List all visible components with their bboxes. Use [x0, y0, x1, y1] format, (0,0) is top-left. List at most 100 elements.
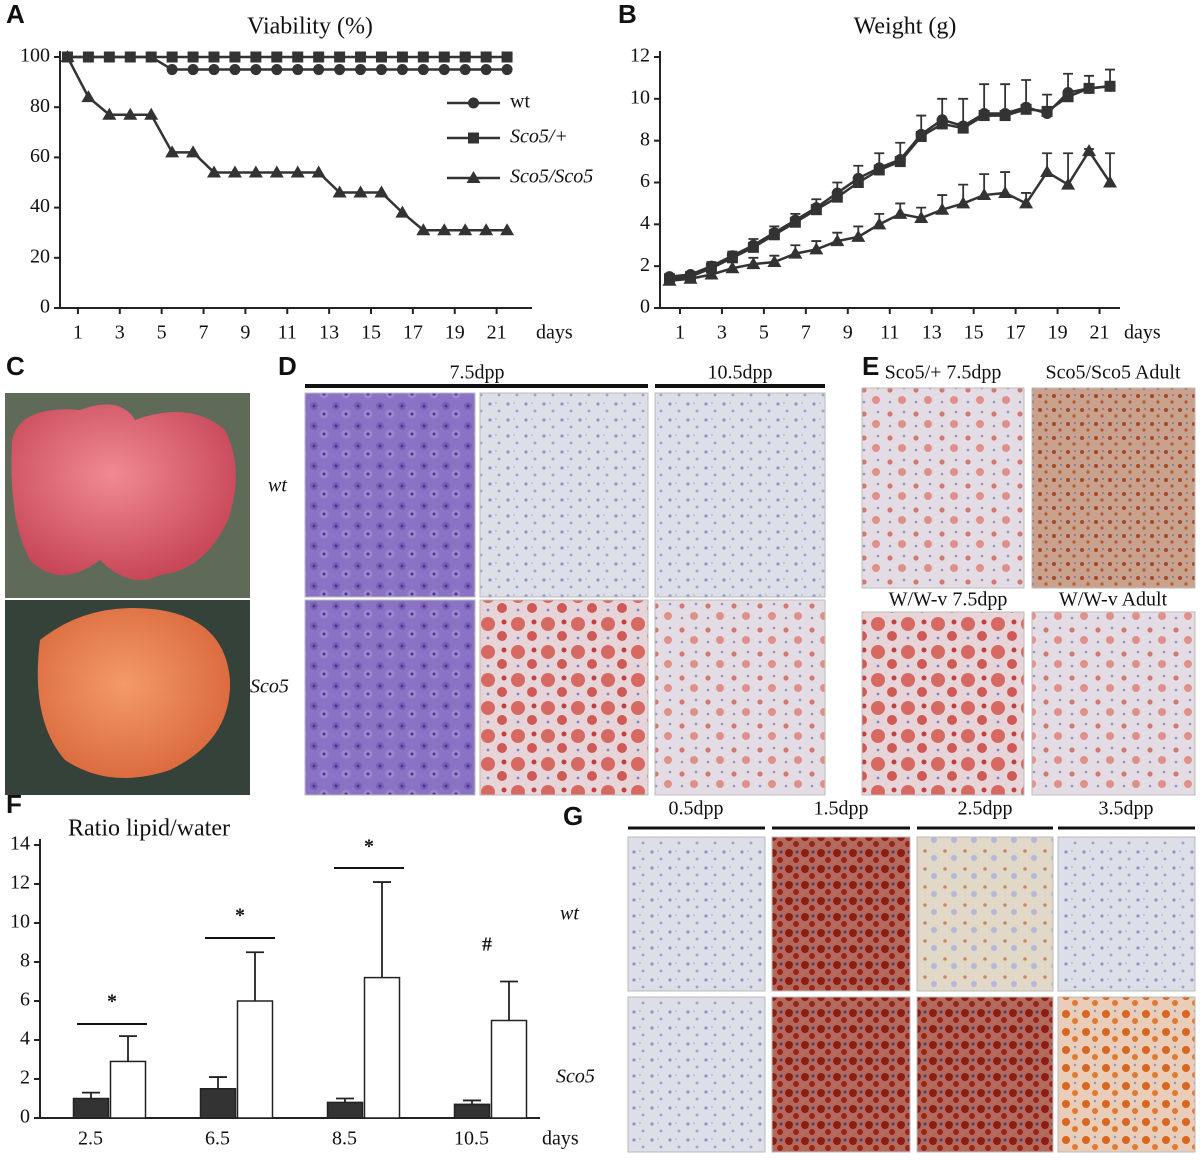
chart-title: Viability (%) — [247, 14, 373, 40]
image-label: Sco5/+ 7.5dpp — [885, 362, 1002, 384]
legend-label: Sco5/+ — [510, 126, 568, 148]
micrograph — [861, 387, 1025, 589]
x-tick-label: 13 — [319, 322, 339, 344]
marker — [166, 64, 178, 76]
marker — [500, 223, 515, 236]
x-axis-label: days — [1124, 322, 1161, 344]
marker — [851, 229, 866, 242]
marker — [229, 64, 241, 76]
legend-label: wt — [510, 91, 530, 113]
marker — [999, 110, 1011, 122]
liver — [11, 404, 236, 580]
y-tick-label: 14 — [10, 833, 30, 855]
micrograph — [627, 996, 766, 1153]
annotation: # — [482, 934, 492, 956]
x-tick-label: 6.5 — [205, 1128, 230, 1150]
y-tick-label: 4 — [20, 1028, 30, 1050]
x-tick-label: 21 — [1090, 322, 1110, 344]
x-tick-label: 2.5 — [78, 1128, 103, 1150]
marker — [852, 177, 864, 188]
error-bar — [246, 951, 264, 1001]
marker — [466, 171, 481, 183]
marker — [123, 107, 138, 120]
micrograph — [1057, 996, 1196, 1153]
x-tick-label: 11 — [880, 322, 899, 344]
marker — [124, 51, 136, 63]
bar — [236, 1000, 274, 1119]
x-tick-label: 19 — [1048, 322, 1068, 344]
bar — [453, 1103, 491, 1119]
error-bar — [82, 1091, 100, 1099]
marker — [501, 64, 513, 76]
column-label: 2.5dpp — [958, 798, 1013, 820]
column-label: 7.5dpp — [450, 362, 505, 384]
marker — [227, 165, 242, 178]
y-tick-label: 2 — [640, 254, 650, 276]
bar — [326, 1101, 364, 1119]
x-tick-label: 13 — [922, 322, 942, 344]
x-tick-label: 15 — [361, 322, 381, 344]
x-tick-label: 1 — [73, 322, 83, 344]
marker — [271, 64, 283, 76]
bar — [363, 976, 401, 1119]
marker — [207, 165, 221, 178]
marker — [166, 51, 178, 63]
x-tick-label: 17 — [403, 322, 423, 344]
marker — [187, 51, 199, 63]
annotation: * — [364, 836, 374, 858]
marker — [438, 51, 450, 63]
x-axis-label: days — [542, 1128, 579, 1150]
bar — [72, 1097, 110, 1119]
series-line — [669, 148, 1112, 283]
annotation: * — [235, 905, 245, 927]
marker — [332, 185, 347, 198]
x-tick-label: 15 — [964, 322, 984, 344]
marker — [788, 246, 803, 259]
marker — [894, 156, 906, 168]
micrograph — [479, 599, 649, 796]
y-tick-label: 8 — [640, 128, 650, 150]
marker — [683, 271, 698, 284]
column-label: 10.5dpp — [708, 362, 773, 384]
micrograph — [304, 392, 476, 598]
x-axis-label: days — [536, 322, 573, 344]
panel-letter: A — [6, 0, 25, 29]
panel-letter: F — [6, 789, 22, 819]
y-tick-label: 0 — [640, 296, 650, 318]
y-tick-label: 80 — [30, 95, 50, 117]
marker — [334, 64, 346, 76]
chart-title: Ratio lipid/water — [68, 816, 230, 842]
micrograph — [654, 392, 826, 598]
y-tick-label: 0 — [20, 1106, 30, 1128]
micrograph — [304, 599, 476, 796]
micrograph — [654, 599, 826, 796]
marker — [998, 185, 1013, 198]
marker — [145, 51, 157, 63]
marker — [809, 242, 824, 255]
marker — [355, 51, 367, 63]
x-tick-label: 5 — [157, 322, 167, 344]
panel-letter: G — [563, 801, 583, 831]
series-line — [66, 56, 508, 232]
marker — [250, 64, 262, 76]
marker — [1019, 196, 1034, 209]
panel-letter: B — [618, 0, 637, 29]
marker — [186, 145, 201, 158]
micrograph — [861, 611, 1025, 796]
marker — [396, 51, 408, 63]
marker — [313, 64, 325, 76]
marker — [872, 217, 887, 230]
marker — [768, 229, 780, 241]
marker — [893, 206, 908, 219]
marker — [416, 223, 431, 236]
bar — [199, 1088, 237, 1119]
micrograph — [771, 996, 911, 1153]
marker — [831, 191, 843, 203]
marker — [725, 261, 740, 274]
y-tick-label: 60 — [30, 145, 50, 167]
marker — [978, 110, 990, 122]
x-tick-label: 5 — [759, 322, 769, 344]
marker — [187, 64, 199, 76]
marker — [82, 51, 94, 63]
series-line — [669, 85, 1111, 280]
